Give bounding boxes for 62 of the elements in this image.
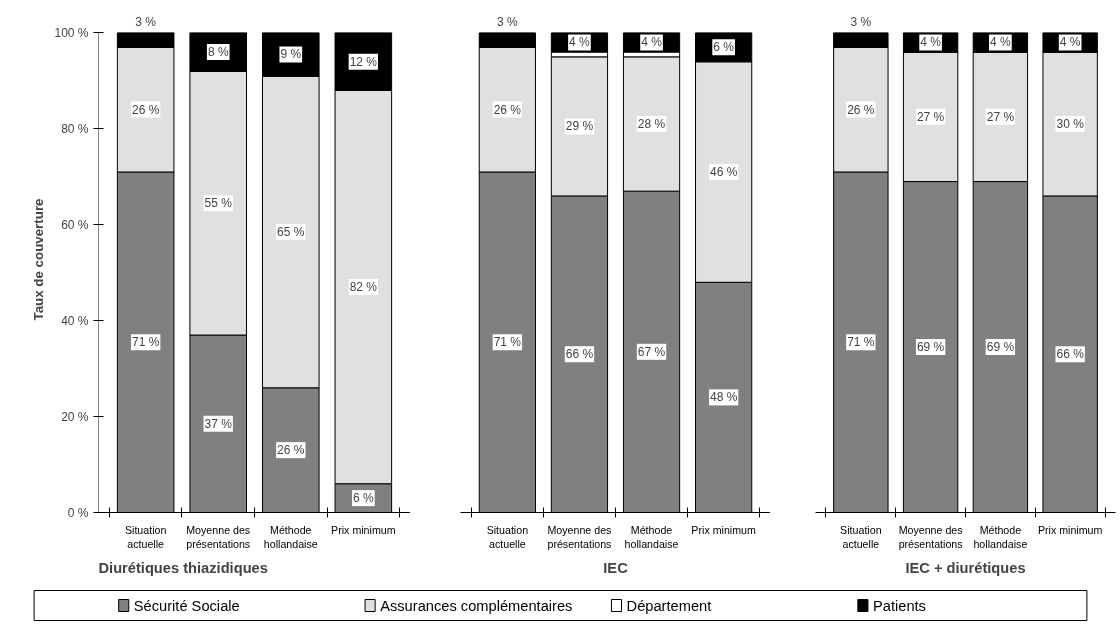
data-label: 3 %: [497, 14, 519, 29]
data-label: 65 %: [277, 224, 305, 239]
y-tick-label: 0 %: [67, 505, 89, 520]
x-tick-label: Situation actuelle: [840, 523, 882, 550]
data-label: 6 %: [353, 491, 375, 506]
data-label: 37 %: [204, 416, 233, 431]
x-tick-label: Méthode hollandaise: [973, 523, 1028, 550]
data-label: 71 %: [131, 335, 160, 350]
y-axis-title: Taux de couverture: [31, 198, 47, 321]
data-label: 3 %: [850, 14, 872, 29]
y-tick-label: 60 %: [61, 217, 89, 232]
data-label: 67 %: [637, 344, 666, 359]
data-label: 4 %: [569, 35, 591, 50]
data-label: 82 %: [349, 280, 378, 295]
x-tick-label: Moyenne des présentations: [186, 523, 251, 550]
data-label: 71 %: [493, 335, 522, 350]
data-label: 4 %: [641, 35, 663, 50]
x-tick-label: Moyenne des présentations: [547, 523, 612, 550]
text: Diurétiques thiazidiques: [98, 559, 268, 576]
x-tick-label: Situation actuelle: [486, 523, 529, 550]
text: IEC + diurétiques: [905, 559, 1026, 576]
x-tick-label: Prix minimum: [1037, 523, 1103, 536]
y-tick-label: 40 %: [61, 313, 89, 328]
data-label: 9 %: [280, 47, 302, 62]
legend-label: Département: [626, 597, 712, 614]
data-label: 66 %: [1056, 347, 1085, 362]
legend-label: Assurances complémentaires: [380, 597, 573, 614]
x-tick-label: Prix minimum: [691, 523, 757, 536]
legend-label: Sécurité Sociale: [133, 597, 240, 614]
x-tick-label: Prix minimum: [331, 523, 396, 536]
data-label: 4 %: [920, 35, 942, 50]
x-tick-label: Moyenne des présentations: [898, 523, 963, 550]
y-tick-label: 20 %: [61, 409, 89, 424]
data-label: 27 %: [916, 109, 945, 124]
data-label: 26 %: [847, 102, 875, 117]
data-label: 66 %: [565, 347, 594, 362]
x-tick-label: Méthode hollandaise: [624, 523, 679, 550]
data-label: 55 %: [204, 196, 233, 211]
data-label: 48 %: [709, 390, 738, 405]
data-label: 30 %: [1056, 117, 1085, 132]
data-label: 69 %: [916, 340, 945, 355]
data-label: 26 %: [131, 102, 160, 117]
data-label: 6 %: [713, 40, 735, 55]
legend-label: Patients: [872, 597, 926, 614]
data-label: 26 %: [493, 102, 522, 117]
data-label: 28 %: [637, 117, 666, 132]
data-label: 12 %: [349, 54, 378, 69]
data-label: 27 %: [986, 109, 1015, 124]
y-tick-label: 80 %: [61, 121, 89, 136]
x-tick-label: Situation actuelle: [124, 523, 167, 550]
data-label: 29 %: [565, 119, 594, 134]
data-label: 71 %: [847, 335, 875, 350]
data-label: 8 %: [207, 45, 229, 60]
data-label: 26 %: [277, 443, 305, 458]
data-label: 3 %: [135, 14, 157, 29]
data-label: 4 %: [1059, 35, 1081, 50]
x-tick-label: Méthode hollandaise: [263, 523, 318, 550]
text: IEC: [603, 559, 629, 576]
y-tick-label: 100 %: [54, 25, 89, 40]
data-label: 46 %: [709, 164, 738, 179]
data-label: 4 %: [990, 35, 1012, 50]
data-label: 69 %: [986, 340, 1015, 355]
